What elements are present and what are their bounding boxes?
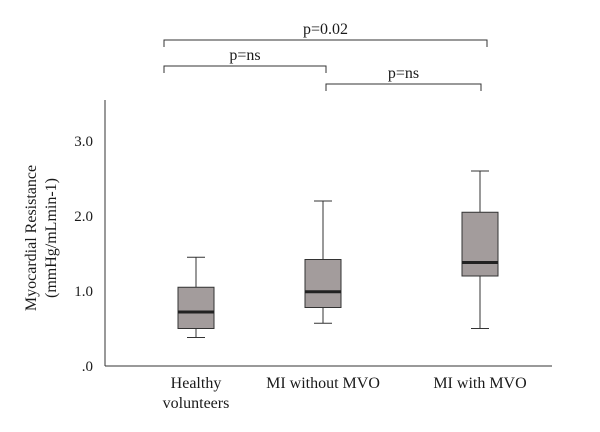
significance-bracket: p=ns [325,65,482,91]
significance-bracket: p=ns [163,47,327,73]
significance-brackets: p=0.02 p=ns p=ns [163,21,488,91]
p-value-label: p=0.02 [303,21,348,38]
y-axis-title-line1: Myocardial Resistance [23,165,40,311]
y-axis-title: Myocardial Resistance (mmHg/mLmin-1) [23,165,60,311]
category-label: Healthy [171,375,222,392]
p-value-label: p=ns [229,47,260,64]
bracket-line [163,39,488,47]
category-label: MI without MVO [266,375,380,392]
box-group [461,170,499,329]
iqr-box [304,259,342,308]
y-tick-label: 2.0 [74,209,93,225]
iqr-box [461,211,499,277]
axes [104,100,552,367]
category-label: MI with MVO [433,375,526,392]
iqr-box [177,286,215,329]
boxes [177,170,499,338]
y-ticks: .0 1.0 2.0 3.0 [74,134,93,375]
p-value-label: p=ns [388,65,419,82]
bracket-line [163,65,327,73]
significance-bracket: p=0.02 [163,21,488,47]
x-tick-labels: Healthy volunteers MI without MVO MI with M… [163,375,527,412]
bracket-line [325,83,482,91]
y-tick-label: 3.0 [74,134,93,150]
box-group [177,256,215,338]
category-label: volunteers [163,395,230,412]
box-group [304,200,342,324]
y-tick-label: .0 [82,359,93,375]
y-tick-label: 1.0 [74,284,93,300]
y-axis-title-line2: (mmHg/mLmin-1) [43,178,60,298]
